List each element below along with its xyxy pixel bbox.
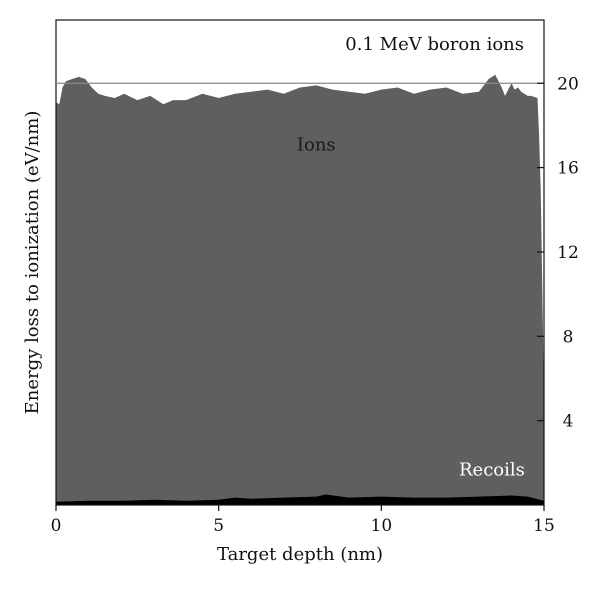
- x-tick-label: 0: [51, 516, 62, 536]
- y-tick-label: 20: [557, 74, 579, 94]
- chart-title: 0.1 MeV boron ions: [345, 34, 524, 55]
- series-ions-area: [56, 74, 544, 506]
- annotation-recoils: Recoils: [459, 459, 525, 480]
- y-axis-title: Energy loss to ionization (eV/nm): [22, 111, 43, 415]
- annotation-ions: Ions: [297, 135, 336, 156]
- y-tick-label: 12: [557, 243, 579, 263]
- x-axis-ticks: 0 5 10 15: [51, 505, 555, 536]
- plot-area: [56, 74, 544, 506]
- plot-frame: [55, 19, 545, 506]
- x-axis-title: Target depth (nm): [217, 544, 383, 565]
- x-tick-label: 15: [533, 516, 555, 536]
- x-tick-label: 5: [213, 516, 224, 536]
- annotations: Ions Recoils: [297, 135, 525, 481]
- y-axis-ticks: 4 8 12 16 20: [537, 74, 579, 432]
- x-tick-label: 10: [371, 516, 393, 536]
- series-recoils-area: [56, 494, 544, 505]
- y-tick-label: 8: [563, 327, 574, 347]
- y-tick-label: 4: [563, 412, 574, 432]
- y-tick-label: 16: [557, 159, 579, 179]
